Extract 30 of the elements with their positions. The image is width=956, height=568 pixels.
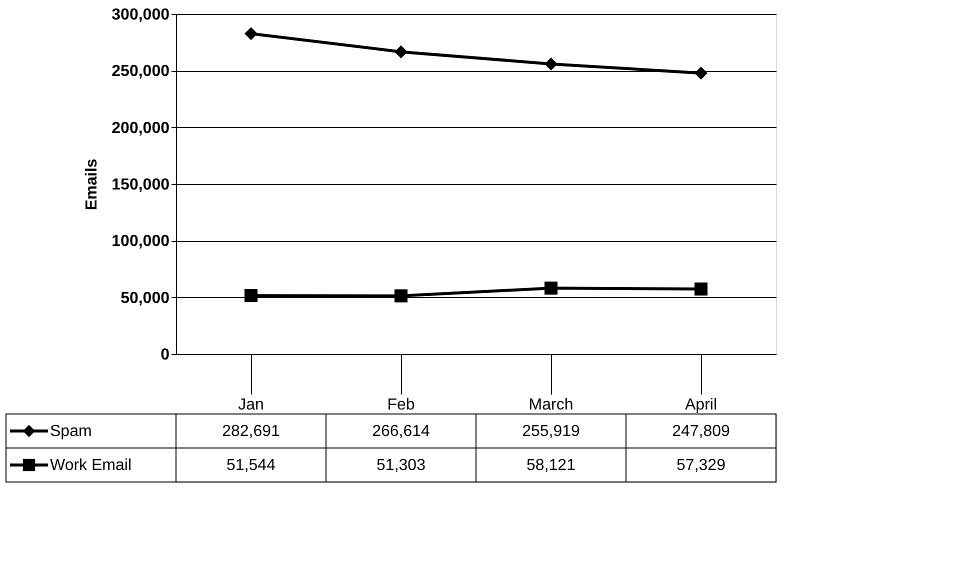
legend-label: Work Email — [50, 457, 132, 474]
y-tick-label: 50,000 — [120, 290, 170, 307]
y-axis-title: Emails — [84, 158, 101, 210]
y-tick-label: 0 — [160, 346, 170, 364]
x-tick-label: April — [684, 396, 718, 414]
point — [394, 289, 408, 302]
x-tick-label: March — [528, 396, 574, 414]
data-label: 57,329 — [676, 457, 726, 474]
y-tick-label: 150,000 — [112, 176, 170, 194]
data-label: 282,691 — [222, 423, 280, 440]
y-tick-label: 200,000 — [112, 120, 170, 137]
data-label: 247,809 — [672, 423, 730, 440]
point — [544, 57, 558, 70]
point — [244, 289, 258, 302]
data-label: 255,919 — [522, 423, 580, 440]
y-tick-label: 300,000 — [112, 6, 170, 24]
data-label: 58,121 — [526, 457, 576, 474]
data-label: 51,303 — [376, 457, 426, 474]
data-label: 266,614 — [372, 423, 430, 440]
x-tick-label: Feb — [387, 396, 415, 414]
legend-label: Spam — [50, 423, 92, 440]
data-label: 51,544 — [226, 457, 276, 474]
point — [244, 27, 258, 40]
point — [694, 66, 708, 80]
x-tick-label: Jan — [238, 396, 264, 414]
y-tick-label: 250,000 — [112, 63, 170, 80]
y-tick-label: 100,000 — [112, 233, 170, 250]
point — [694, 282, 708, 296]
point — [394, 45, 408, 58]
point — [544, 282, 558, 295]
